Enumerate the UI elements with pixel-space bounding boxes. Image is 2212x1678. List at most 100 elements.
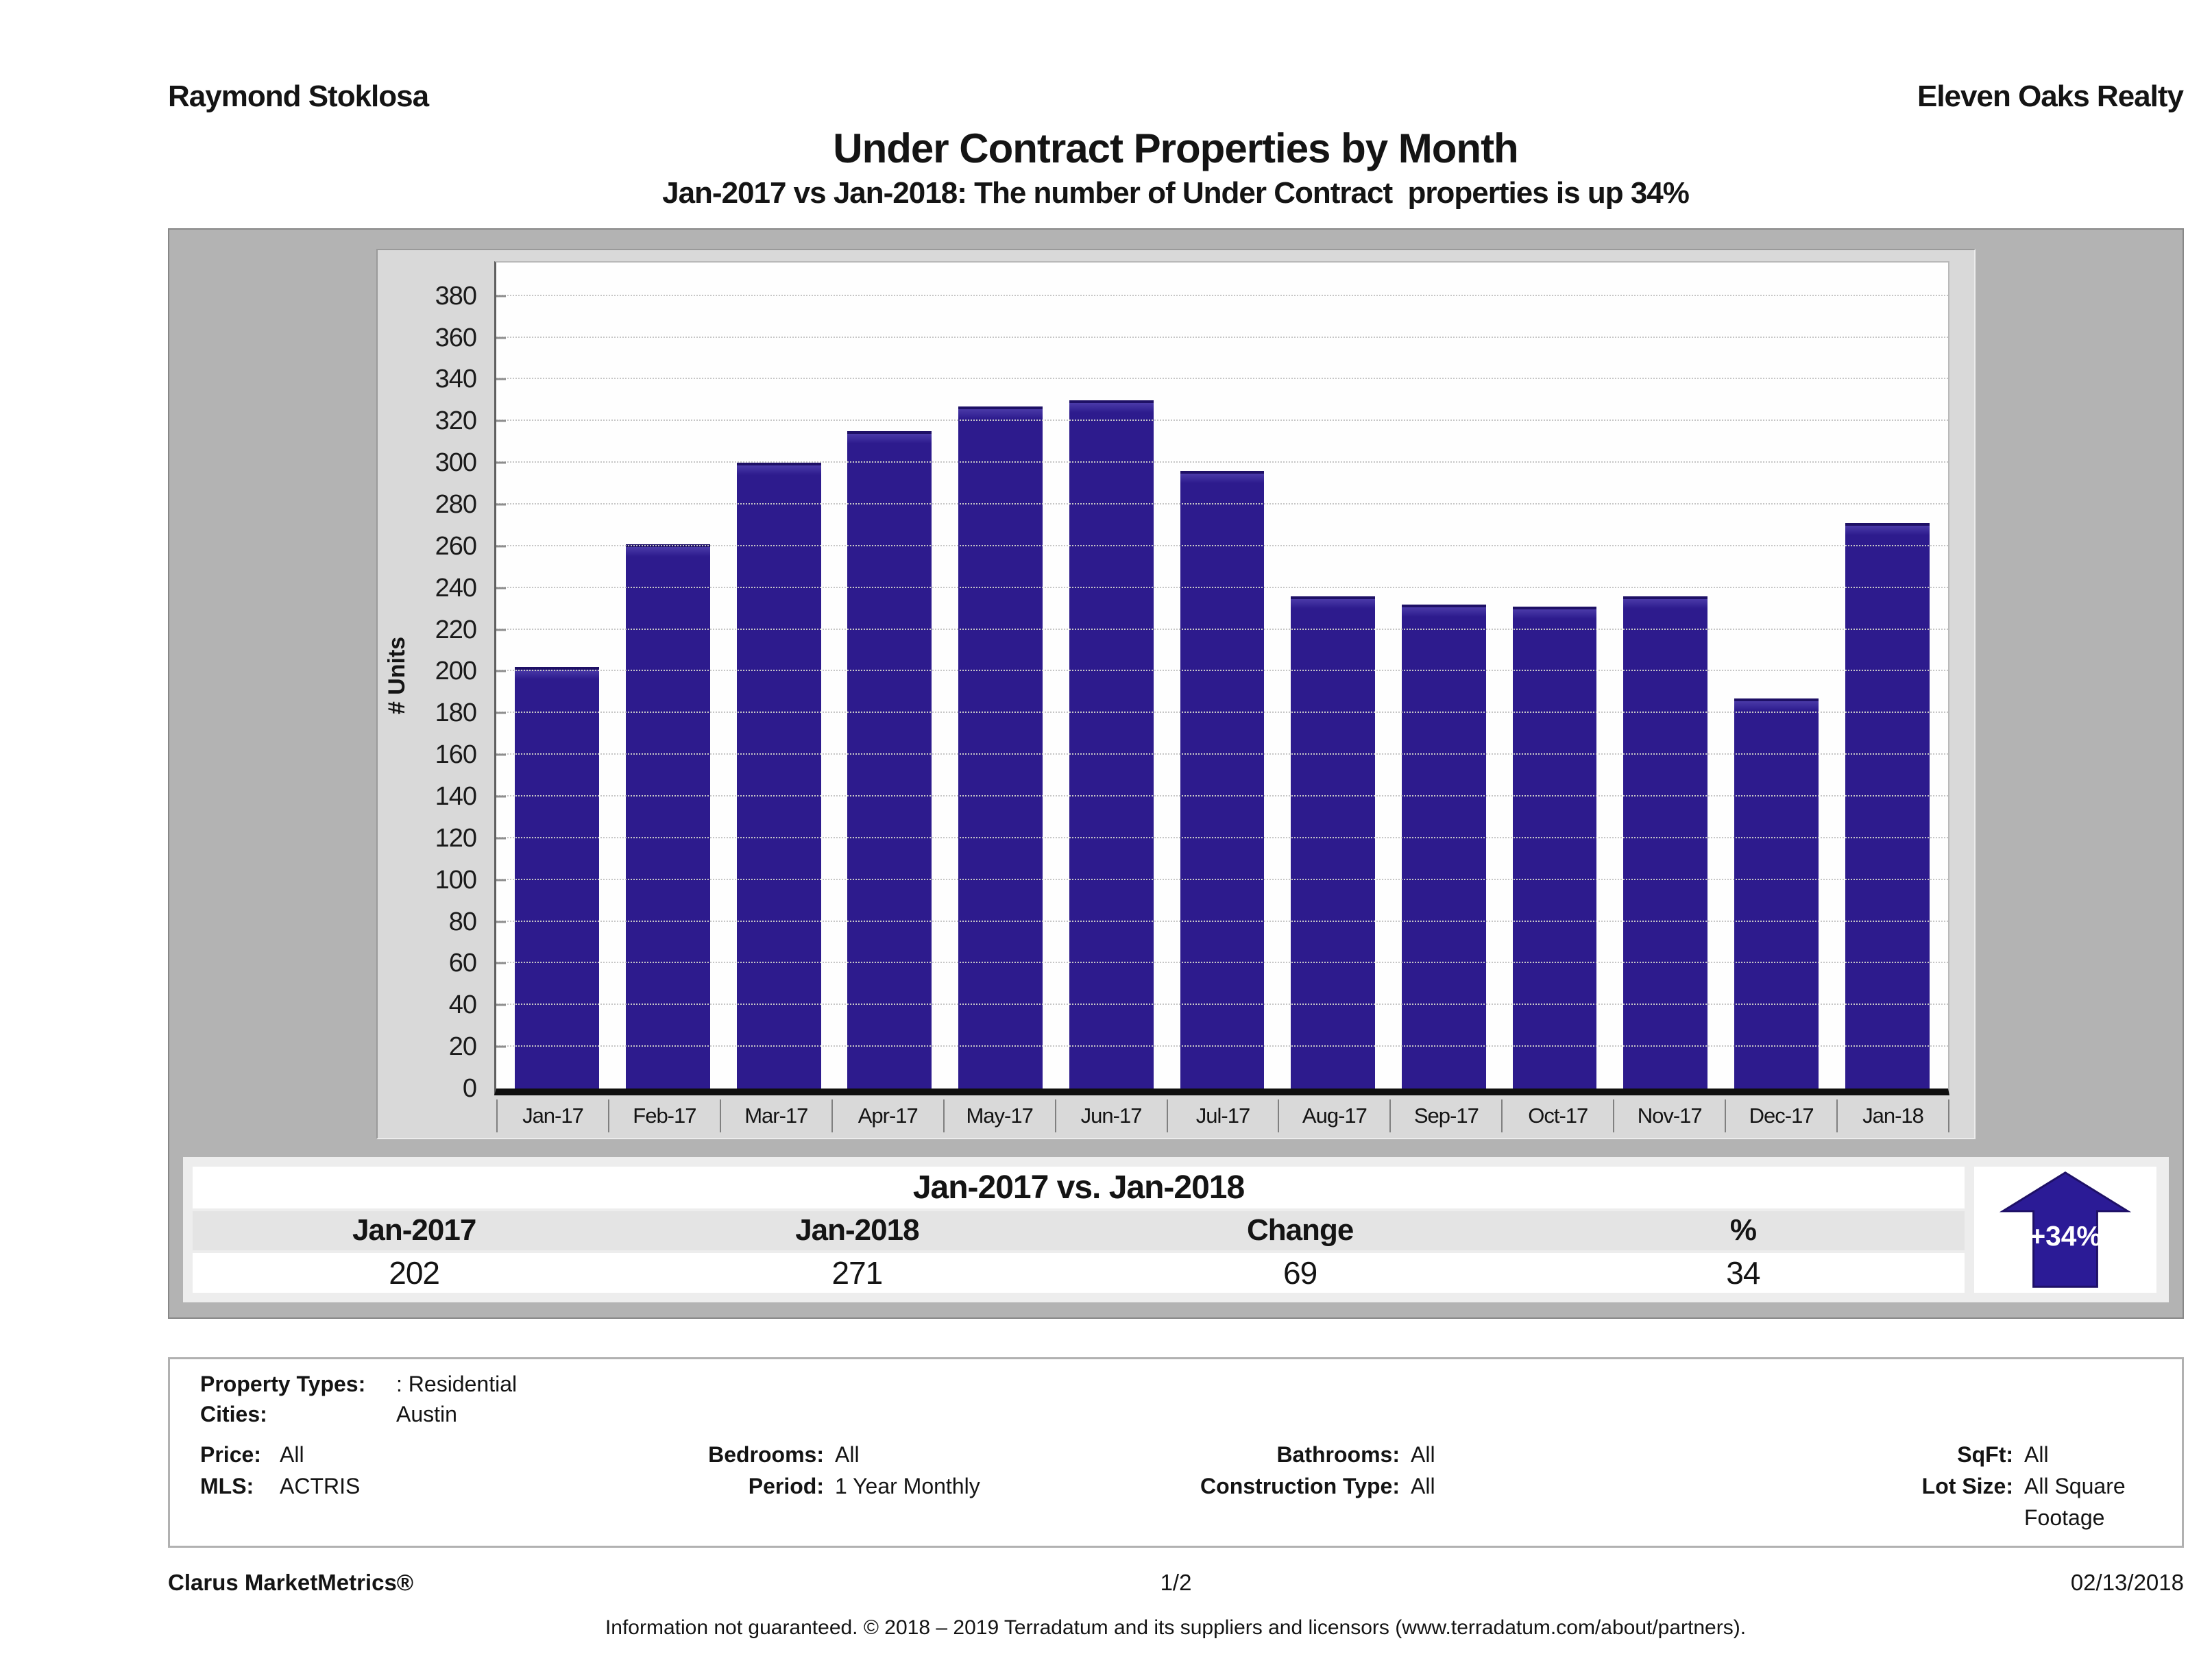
comparison-value: 69 — [1283, 1255, 1317, 1291]
x-tick-label: Nov-17 — [1614, 1099, 1727, 1132]
gridline — [496, 712, 1948, 714]
bar-Feb-17 — [626, 544, 710, 1089]
y-tick-label: 140 — [435, 782, 477, 811]
cities-label: Cities: — [200, 1402, 267, 1426]
cities-value: Austin — [396, 1402, 457, 1426]
gridline — [496, 461, 1948, 463]
chart-box: # Units 0 20 40 60 80 100 120 140 160 180 200 220 24… — [376, 249, 1976, 1139]
property-types-value: : Residential — [396, 1372, 518, 1396]
bar-slot — [1167, 263, 1278, 1089]
y-axis-tick — [496, 503, 506, 506]
x-tick-label: Sep-17 — [1391, 1099, 1503, 1132]
x-tick-label: Oct-17 — [1503, 1099, 1615, 1132]
bar-slot — [1499, 263, 1610, 1089]
y-tick-label: 360 — [435, 323, 477, 352]
y-axis-tick — [496, 629, 506, 631]
x-tick-label: Apr-17 — [833, 1099, 945, 1132]
y-axis-tick — [496, 587, 506, 589]
bar-Jun-17 — [1069, 400, 1154, 1089]
gridline — [496, 294, 1948, 296]
report-subtitle: Jan-2017 vs Jan-2018: The number of Unde… — [662, 176, 1690, 210]
bar-Jan-17 — [515, 667, 600, 1089]
y-axis-tick — [496, 420, 506, 422]
y-axis-tick — [496, 837, 506, 840]
company-name: Eleven Oaks Realty — [1917, 80, 2184, 113]
bar-slot — [1278, 263, 1389, 1089]
y-axis-tick — [496, 879, 506, 881]
lot-size-label: Lot Size: — [1921, 1474, 2013, 1498]
y-axis-tick — [496, 795, 506, 798]
x-tick-label: Jul-17 — [1168, 1099, 1280, 1132]
y-axis-tick — [496, 1045, 506, 1048]
comparison-value-row: 202 271 69 34 — [193, 1253, 1965, 1293]
y-tick-label: 280 — [435, 489, 477, 519]
y-tick-label: 320 — [435, 406, 477, 436]
mls-label: MLS: — [200, 1474, 254, 1498]
x-tick-label: Jun-17 — [1056, 1099, 1168, 1132]
property-types-row: Property Types: : Residential — [200, 1369, 2152, 1399]
bar-Jul-17 — [1180, 471, 1265, 1089]
y-tick-label: 300 — [435, 448, 477, 478]
details-panel: Property Types: : Residential Cities: Au… — [168, 1357, 2184, 1548]
price-label: Price: — [200, 1442, 261, 1467]
report-date: 02/13/2018 — [2070, 1570, 2184, 1595]
y-axis-tick — [496, 337, 506, 339]
comparison-table: Jan-2017 vs. Jan-2018 Jan-2017 Jan-2018 Ch… — [193, 1167, 1965, 1293]
sqft-value: All — [2024, 1442, 2049, 1467]
y-axis-tick — [496, 545, 506, 548]
y-tick-label: 220 — [435, 615, 477, 644]
comparison-column-header: Jan-2018 — [795, 1213, 919, 1248]
chart-panel: # Units 0 20 40 60 80 100 120 140 160 180 200 220 24… — [168, 228, 2184, 1319]
bars — [496, 263, 1948, 1089]
gridline — [496, 795, 1948, 797]
gridline — [496, 544, 1948, 546]
comparison-column-header: Change — [1246, 1213, 1354, 1248]
y-tick-label: 120 — [435, 823, 477, 853]
y-tick-label: 180 — [435, 698, 477, 728]
bar-slot — [502, 263, 613, 1089]
comparison-value: 34 — [1726, 1255, 1760, 1291]
gridline — [496, 1004, 1948, 1006]
gridline — [496, 753, 1948, 755]
bar-slot — [1610, 263, 1721, 1089]
bar-May-17 — [958, 406, 1043, 1089]
x-tick-label: Jan-18 — [1838, 1099, 1949, 1132]
y-axis-tick — [496, 295, 506, 297]
y-axis-tick — [496, 1004, 506, 1006]
criteria-row-2: MLS: ACTRIS Period: 1 Year Monthly Const… — [200, 1470, 2152, 1533]
y-axis-tick — [496, 712, 506, 714]
sqft-label: SqFt: — [1957, 1442, 2013, 1467]
y-tick-label: 60 — [448, 949, 477, 978]
up-arrow-icon: +34% — [1999, 1171, 2132, 1288]
y-axis-tick — [496, 962, 506, 964]
gridline — [496, 962, 1948, 964]
comparison-title: Jan-2017 vs. Jan-2018 — [193, 1167, 1965, 1208]
bedrooms-value: All — [835, 1442, 860, 1467]
mls-value: ACTRIS — [280, 1474, 361, 1498]
construction-type-label: Construction Type: — [1200, 1474, 1400, 1498]
gridline — [496, 920, 1948, 922]
bar-Dec-17 — [1734, 698, 1819, 1089]
bar-slot — [1389, 263, 1500, 1089]
bedrooms-label: Bedrooms: — [708, 1442, 824, 1467]
comparison-header-row: Jan-2017 Jan-2018 Change% — [193, 1211, 1965, 1251]
y-axis-tick — [496, 753, 506, 756]
x-tick-label: Jan-17 — [496, 1099, 609, 1132]
y-axis-tick — [496, 378, 506, 380]
bar-Mar-17 — [736, 463, 821, 1089]
y-tick-label: 20 — [448, 1032, 477, 1062]
gridline — [496, 878, 1948, 880]
gridline — [496, 378, 1948, 380]
y-axis-tick — [496, 921, 506, 923]
plot-row: # Units 0 20 40 60 80 100 120 140 160 180 200 220 24… — [378, 261, 1949, 1102]
bar-Aug-17 — [1291, 596, 1376, 1089]
disclaimer-text: Information not guaranteed. © 2018 – 201… — [605, 1616, 1747, 1639]
footer: Clarus MarketMetrics® 1/2 02/13/2018 — [168, 1570, 2184, 1596]
y-axis-gutter: # Units 0 20 40 60 80 100 120 140 160 180 200 220 24… — [378, 263, 494, 1102]
header: Raymond Stoklosa Eleven Oaks Realty — [0, 0, 2212, 114]
y-tick-label: 0 — [462, 1074, 477, 1103]
bar-slot — [613, 263, 724, 1089]
bar-Jan-18 — [1845, 523, 1930, 1089]
page-number: 1/2 — [1160, 1570, 1192, 1595]
